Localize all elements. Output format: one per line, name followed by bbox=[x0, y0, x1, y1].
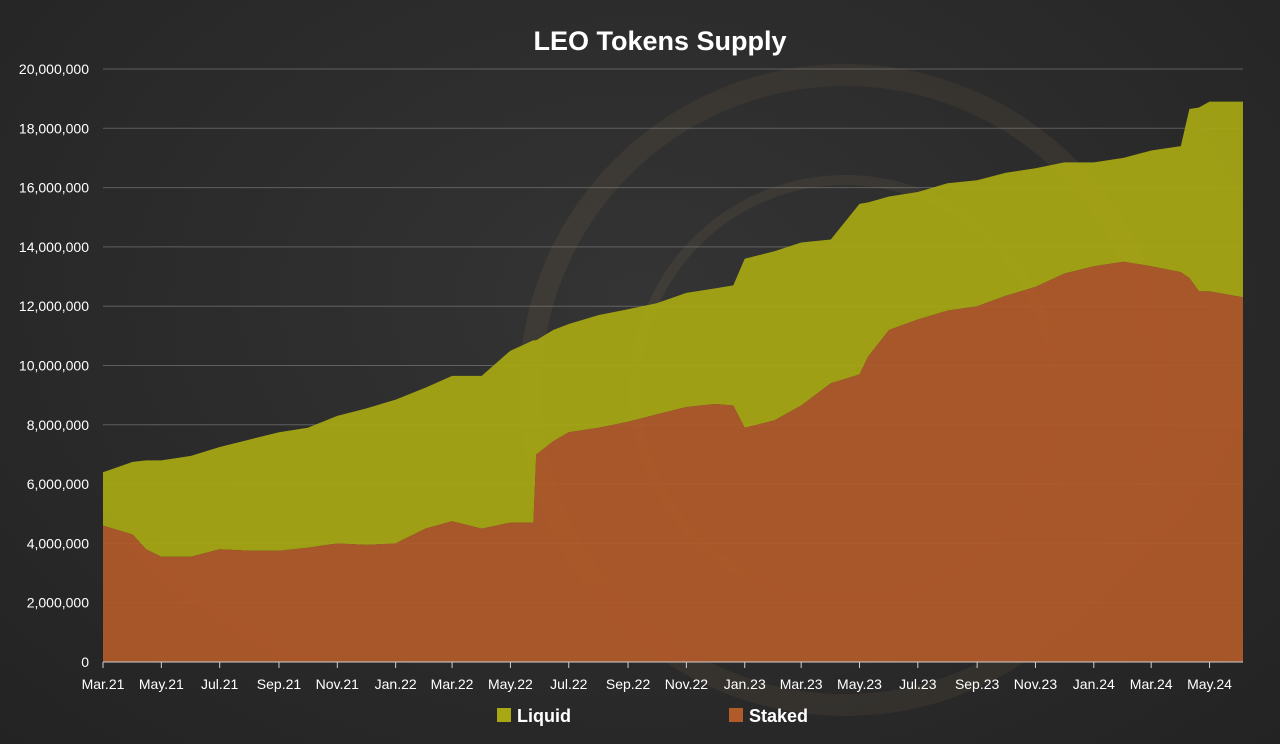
x-tick-label: Jul.21 bbox=[201, 676, 239, 692]
legend-label-staked: Staked bbox=[749, 706, 808, 726]
legend-swatch-liquid bbox=[497, 708, 511, 722]
chart-title: LEO Tokens Supply bbox=[533, 26, 786, 56]
x-tick-label: Mar.22 bbox=[431, 676, 474, 692]
x-tick-label: Jan.24 bbox=[1073, 676, 1115, 692]
y-tick-label: 4,000,000 bbox=[27, 535, 89, 551]
legend-label-liquid: Liquid bbox=[517, 706, 571, 726]
x-tick-label: Jul.22 bbox=[550, 676, 588, 692]
x-tick-label: Mar.23 bbox=[780, 676, 823, 692]
x-tick-label: Jul.23 bbox=[899, 676, 937, 692]
y-tick-label: 10,000,000 bbox=[19, 358, 89, 374]
y-tick-label: 8,000,000 bbox=[27, 417, 89, 433]
x-tick-label: May.24 bbox=[1187, 676, 1232, 692]
x-tick-label: Jan.23 bbox=[724, 676, 766, 692]
staked-area bbox=[103, 261, 1243, 662]
y-tick-label: 18,000,000 bbox=[19, 120, 89, 136]
legend: Liquid Staked bbox=[497, 706, 808, 726]
x-tick-label: Nov.23 bbox=[1014, 676, 1058, 692]
y-tick-label: 16,000,000 bbox=[19, 180, 89, 196]
x-tick-label: Mar.21 bbox=[82, 676, 125, 692]
y-tick-label: 12,000,000 bbox=[19, 298, 89, 314]
y-tick-label: 2,000,000 bbox=[27, 595, 89, 611]
x-tick-label: Mar.24 bbox=[1130, 676, 1173, 692]
plot-areas bbox=[103, 101, 1243, 662]
liquid-area bbox=[103, 101, 1243, 557]
x-tick-label: May.23 bbox=[837, 676, 882, 692]
y-axis-ticks: 0 2,000,000 4,000,000 6,000,000 8,000,000 10,… bbox=[19, 61, 89, 670]
legend-swatch-staked bbox=[729, 708, 743, 722]
y-tick-label: 20,000,000 bbox=[19, 61, 89, 77]
x-tick-label: Nov.21 bbox=[316, 676, 360, 692]
x-axis-ticks: Mar.21 May.21 Jul.21 Sep.21 Nov.21 Jan.22 Mar.… bbox=[82, 662, 1232, 692]
y-tick-label: 6,000,000 bbox=[27, 476, 89, 492]
x-tick-label: Nov.22 bbox=[665, 676, 709, 692]
x-tick-label: May.21 bbox=[139, 676, 184, 692]
x-tick-label: Sep.22 bbox=[606, 676, 651, 692]
x-tick-label: Sep.23 bbox=[955, 676, 1000, 692]
y-tick-label: 14,000,000 bbox=[19, 239, 89, 255]
y-tick-label: 0 bbox=[81, 654, 89, 670]
x-tick-label: Jan.22 bbox=[375, 676, 417, 692]
x-tick-label: Sep.21 bbox=[257, 676, 302, 692]
x-tick-label: May.22 bbox=[488, 676, 533, 692]
